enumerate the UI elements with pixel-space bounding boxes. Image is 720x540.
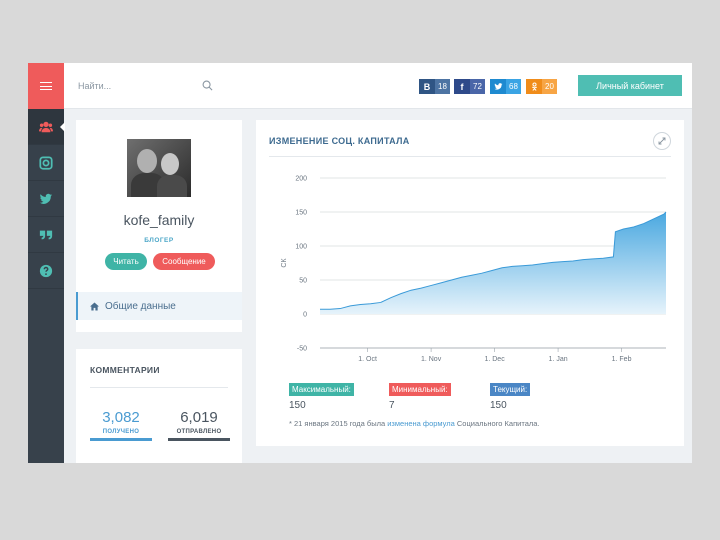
- expand-icon: [658, 137, 666, 145]
- facebook-count: 72: [473, 82, 482, 91]
- vk-badge[interactable]: В 18: [419, 79, 450, 94]
- username: kofe_family: [123, 212, 195, 228]
- comments-sent: 6,019 ОТПРАВЛЕНО: [168, 409, 230, 441]
- expand-button[interactable]: [653, 132, 671, 150]
- general-data-link[interactable]: Общие данные: [76, 292, 242, 320]
- x-tick-label: 1. Nov: [421, 356, 442, 363]
- profile-card: kofe_family БЛОГЕР Читать Сообщение Общи…: [76, 120, 242, 332]
- max-label: Максимальный:: [289, 383, 354, 396]
- formula-change-link[interactable]: изменена формула: [387, 419, 455, 428]
- sent-label: ОТПРАВЛЕНО: [176, 429, 222, 435]
- max-value: 150: [289, 400, 306, 411]
- x-tick-label: 1. Dec: [484, 356, 505, 363]
- menu-toggle[interactable]: [28, 63, 64, 109]
- footnote-text-start: * 21 января 2015 года была: [289, 419, 388, 428]
- sidebar: [28, 63, 65, 463]
- sidebar-item-users[interactable]: [28, 109, 65, 145]
- avatar: [127, 139, 191, 197]
- twitter-bird-icon: [490, 79, 506, 94]
- read-button[interactable]: Читать: [105, 253, 147, 270]
- formula-footnote: * 21 января 2015 года была изменена форм…: [289, 419, 540, 428]
- vk-count: 18: [438, 82, 447, 91]
- quote-icon: [39, 230, 53, 239]
- min-label: Минимальный:: [389, 383, 451, 396]
- home-icon: [90, 301, 99, 311]
- divider: [90, 387, 228, 388]
- users-icon: [39, 121, 53, 132]
- social-capital-chart: -50 0 50 100 150 200 СК 1. Oct 1. Nov 1. Dec 1. Ja…: [281, 176, 667, 363]
- odnoklassniki-count: 20: [545, 82, 554, 91]
- received-label: ПОЛУЧЕНО: [102, 429, 140, 435]
- y-tick-label: 50: [299, 278, 307, 285]
- social-capital-card: ИЗМЕНЕНИЕ СОЦ. КАПИТАЛА -50 0 50 100 150 200 С…: [256, 120, 684, 446]
- comments-title: КОММЕНТАРИИ: [90, 365, 160, 375]
- received-bar: [90, 438, 152, 441]
- y-tick-label: -50: [297, 346, 307, 353]
- current-label: Текущий:: [490, 383, 531, 396]
- topbar: В 18 f 72 68 20 Личный кабинет: [64, 63, 692, 109]
- x-tick-label: 1. Jan: [549, 356, 568, 363]
- twitter-count: 68: [509, 82, 518, 91]
- vk-icon: В: [419, 79, 435, 94]
- series-line: [320, 211, 667, 310]
- y-axis-label: СК: [281, 258, 288, 268]
- comments-card: КОММЕНТАРИИ 3,082 ПОЛУЧЕНО 6,019 ОТПРАВЛ…: [76, 349, 242, 463]
- divider: [269, 156, 671, 157]
- min-value: 7: [389, 400, 395, 411]
- twitter-badge[interactable]: 68: [490, 79, 521, 94]
- sidebar-item-twitter[interactable]: [28, 181, 64, 217]
- message-button[interactable]: Сообщение: [153, 253, 215, 270]
- y-tick-label: 0: [303, 312, 307, 319]
- footnote-text-end: Социального Капитала.: [454, 419, 540, 428]
- x-tick-label: 1. Feb: [612, 356, 632, 363]
- personal-cabinet-button[interactable]: Личный кабинет: [578, 75, 682, 96]
- sidebar-item-help[interactable]: [28, 253, 64, 289]
- app-frame: В 18 f 72 68 20 Личный кабинет kofe_fami…: [28, 63, 692, 463]
- search-icon[interactable]: [202, 80, 213, 91]
- y-tick-label: 100: [295, 244, 307, 251]
- x-tick-label: 1. Oct: [358, 356, 377, 363]
- help-icon: [39, 264, 53, 277]
- odnoklassniki-icon: [526, 79, 542, 94]
- received-count: 3,082: [102, 409, 140, 426]
- instagram-icon: [39, 155, 53, 170]
- hamburger-icon: [40, 82, 52, 90]
- current-value: 150: [490, 400, 507, 411]
- facebook-badge[interactable]: f 72: [454, 79, 485, 94]
- y-tick-label: 200: [295, 176, 307, 183]
- facebook-icon: f: [454, 79, 470, 94]
- sent-bar: [168, 438, 230, 441]
- general-data-label: Общие данные: [105, 300, 176, 312]
- area-fill: [320, 212, 666, 314]
- chart-title: ИЗМЕНЕНИЕ СОЦ. КАПИТАЛА: [269, 136, 410, 146]
- odnoklassniki-badge[interactable]: 20: [526, 79, 557, 94]
- sent-count: 6,019: [180, 409, 218, 426]
- y-tick-label: 150: [295, 210, 307, 217]
- sidebar-item-instagram[interactable]: [28, 145, 64, 181]
- sidebar-item-quotes[interactable]: [28, 217, 64, 253]
- search-input[interactable]: [78, 78, 188, 94]
- comments-received: 3,082 ПОЛУЧЕНО: [90, 409, 152, 441]
- twitter-icon: [39, 193, 53, 204]
- user-role: БЛОГЕР: [144, 237, 174, 244]
